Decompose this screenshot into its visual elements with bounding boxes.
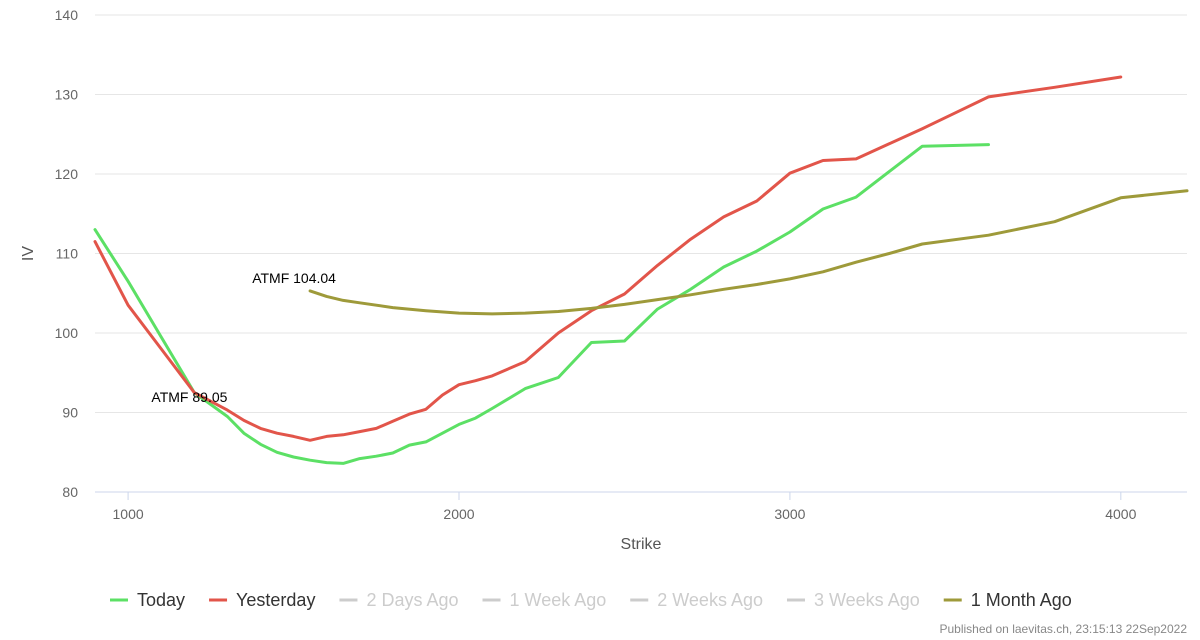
grid — [95, 14, 1187, 413]
atmf-annotation: ATMF 104.04 — [252, 270, 336, 286]
legend-item-2-days-ago[interactable]: 2 Days Ago — [339, 590, 459, 610]
x-axis-title: Strike — [621, 536, 662, 553]
series-line-1-month-ago — [308, 189, 1189, 316]
legend-item-1-month-ago[interactable]: 1 Month Ago — [943, 590, 1072, 610]
series-line-today — [93, 143, 990, 465]
x-tick-label: 3000 — [774, 506, 805, 522]
atmf-annotation: ATMF 89.05 — [151, 389, 227, 405]
y-tick-label: 110 — [56, 246, 79, 262]
x-tick-label: 4000 — [1105, 506, 1136, 522]
axes: IV Strike 80 90 100 110 120 130 140 1000 2000 300… — [20, 7, 1187, 553]
legend-item-today[interactable]: Today — [110, 590, 185, 610]
legend-label: Yesterday — [236, 590, 315, 610]
legend-label: 2 Days Ago — [366, 590, 458, 610]
legend-item-yesterday[interactable]: Yesterday — [209, 590, 315, 610]
legend: Today Yesterday 2 Days Ago 1 Week Ago 2 Week… — [110, 590, 1072, 610]
y-tick-label: 80 — [62, 484, 78, 500]
annotations: ATMF 89.05 ATMF 104.04 — [151, 270, 336, 405]
legend-label: Today — [137, 590, 185, 610]
legend-label: 1 Month Ago — [971, 590, 1072, 610]
y-axis-title: IV — [20, 246, 37, 261]
legend-item-1-week-ago[interactable]: 1 Week Ago — [482, 590, 607, 610]
footer-credit: Published on laevitas.ch, 23:15:13 22Sep… — [939, 622, 1187, 636]
legend-label: 2 Weeks Ago — [657, 590, 763, 610]
legend-item-2-weeks-ago[interactable]: 2 Weeks Ago — [630, 590, 763, 610]
y-tick-label: 90 — [62, 405, 78, 421]
x-tick-label: 1000 — [113, 506, 144, 522]
y-tick-label: 140 — [55, 7, 79, 23]
y-tick-label: 130 — [55, 87, 79, 103]
legend-label: 3 Weeks Ago — [814, 590, 920, 610]
y-tick-label: 100 — [55, 325, 79, 341]
legend-item-3-weeks-ago[interactable]: 3 Weeks Ago — [786, 590, 920, 610]
legend-label: 1 Week Ago — [510, 590, 607, 610]
series-line-yesterday — [93, 75, 1123, 442]
y-tick-label: 120 — [55, 166, 79, 182]
x-tick-label: 2000 — [443, 506, 474, 522]
series-lines — [93, 75, 1189, 465]
